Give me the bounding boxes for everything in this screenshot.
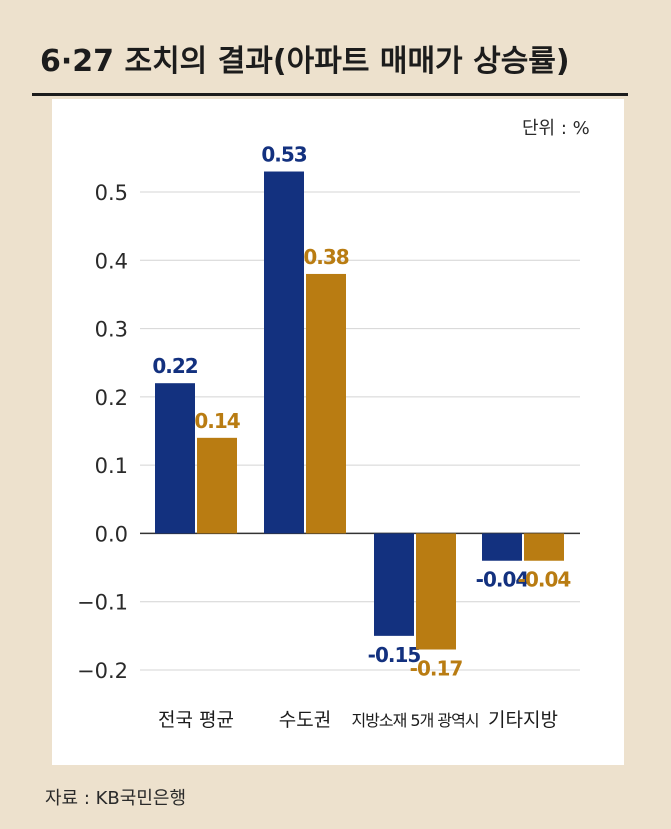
y-tick-label: −0.1: [77, 591, 128, 615]
x-category-label: 수도권: [279, 709, 331, 731]
source-note: 자료 : KB국민은행: [45, 788, 187, 809]
y-tick-label: 0.0: [95, 522, 128, 546]
x-category-label: 전국 평균: [158, 709, 234, 731]
data-label: -0.15: [368, 643, 421, 667]
y-tick-label: −0.2: [77, 659, 128, 683]
data-label: 0.53: [261, 143, 306, 167]
unit-label: 단위 : %: [522, 118, 590, 139]
bar: [374, 533, 414, 636]
chart-title: 6·27 조치의 결과(아파트 매매가 상승률): [40, 44, 570, 79]
y-tick-label: 0.3: [95, 318, 128, 342]
bar: [197, 437, 237, 534]
data-label: -0.04: [476, 568, 529, 592]
x-category-label: 지방소재 5개 광역시: [351, 711, 478, 730]
bar: [264, 171, 304, 534]
bar: [482, 533, 522, 561]
data-label: -0.04: [518, 568, 571, 592]
bar: [306, 273, 346, 534]
y-tick-label: 0.5: [95, 181, 128, 205]
x-category-label: 기타지방: [488, 709, 558, 731]
bar: [155, 383, 195, 534]
y-tick-label: 0.2: [95, 386, 128, 410]
title-underline: [32, 93, 628, 96]
data-label: 0.38: [303, 245, 348, 269]
data-label: 0.22: [152, 354, 197, 378]
y-tick-label: 0.1: [95, 454, 128, 478]
bar: [416, 533, 456, 650]
data-label: -0.17: [410, 657, 463, 681]
bar: [524, 533, 564, 561]
y-tick-label: 0.4: [95, 249, 128, 273]
data-label: 0.14: [194, 409, 239, 433]
